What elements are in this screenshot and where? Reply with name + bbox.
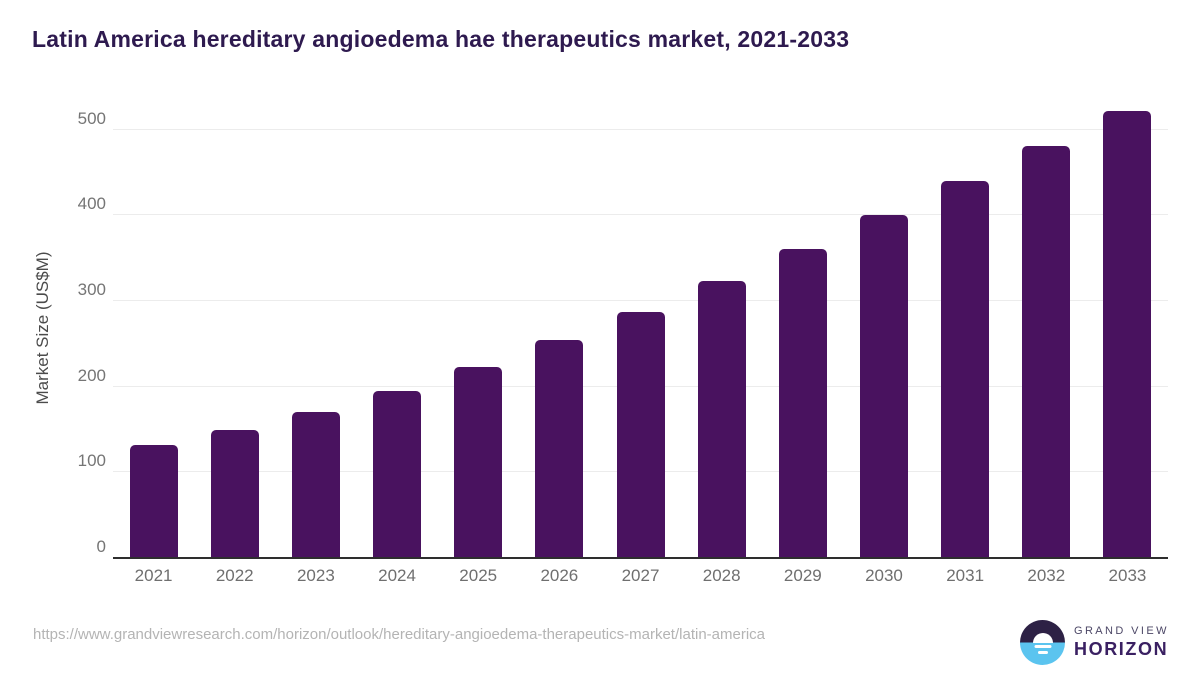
source-url: https://www.grandviewresearch.com/horizo… bbox=[33, 626, 766, 643]
bar-2031[interactable] bbox=[941, 181, 990, 558]
y-axis-title: Market Size (US$M) bbox=[33, 251, 52, 405]
y-tick-label-400: 400 bbox=[77, 194, 106, 214]
x-tick-label-2025: 2025 bbox=[459, 566, 498, 585]
bar-2023[interactable] bbox=[291, 412, 340, 558]
y-tick-label-500: 500 bbox=[77, 108, 106, 128]
bar-2028[interactable] bbox=[697, 281, 746, 558]
x-tick-label-2032: 2032 bbox=[1027, 566, 1066, 585]
bar-slot-2028 bbox=[681, 104, 762, 558]
grand-view-horizon-logo: GRAND VIEW HORIZON bbox=[1020, 620, 1169, 665]
x-tick-label-2026: 2026 bbox=[540, 566, 579, 585]
x-tick-label-2028: 2028 bbox=[702, 566, 741, 585]
logo-product-name: HORIZON bbox=[1074, 639, 1169, 659]
bar-2022[interactable] bbox=[210, 429, 259, 558]
bar-slot-2031 bbox=[925, 104, 1006, 558]
bar-slot-2024 bbox=[356, 104, 437, 558]
y-tick-label-200: 200 bbox=[77, 365, 106, 385]
sun-dome-shape bbox=[1032, 633, 1053, 643]
x-axis-line bbox=[113, 557, 1168, 559]
x-tick-label-2030: 2030 bbox=[865, 566, 903, 585]
bar-slot-2026 bbox=[519, 104, 600, 558]
x-tick-label-2022: 2022 bbox=[215, 566, 254, 585]
bar-2021[interactable] bbox=[129, 444, 178, 558]
x-tick-label-2027: 2027 bbox=[621, 566, 660, 585]
bar-slot-2022 bbox=[194, 104, 275, 558]
bar-slot-2032 bbox=[1006, 104, 1087, 558]
sun-stripe-shape bbox=[1037, 651, 1048, 654]
bar-slot-2023 bbox=[275, 104, 356, 558]
x-tick-label-2021: 2021 bbox=[134, 566, 173, 585]
bar-slot-2021 bbox=[113, 104, 194, 558]
y-tick-label-0: 0 bbox=[96, 537, 106, 556]
sun-stripe-shape bbox=[1034, 645, 1051, 648]
bar-2026[interactable] bbox=[535, 340, 584, 558]
bar-slot-2025 bbox=[438, 104, 519, 558]
bar-2025[interactable] bbox=[454, 366, 503, 558]
x-tick-label-2023: 2023 bbox=[296, 566, 335, 585]
x-tick-label-2029: 2029 bbox=[783, 566, 822, 585]
chart-title: Latin America hereditary angioedema hae … bbox=[32, 26, 850, 52]
bar-2032[interactable] bbox=[1022, 145, 1071, 558]
bar-2029[interactable] bbox=[778, 248, 827, 558]
logo-brand-name: GRAND VIEW bbox=[1074, 625, 1169, 637]
bar-2024[interactable] bbox=[373, 390, 422, 558]
x-tick-label-2024: 2024 bbox=[378, 566, 416, 585]
logo-text: GRAND VIEW HORIZON bbox=[1074, 625, 1169, 660]
y-tick-label-300: 300 bbox=[77, 280, 106, 300]
gridline-300 bbox=[113, 300, 1168, 302]
x-tick-label-2033: 2033 bbox=[1108, 566, 1147, 585]
bar-slot-2033 bbox=[1087, 104, 1168, 558]
bar-2033[interactable] bbox=[1103, 110, 1152, 558]
bar-slot-2027 bbox=[600, 104, 681, 558]
bar-series bbox=[113, 104, 1168, 558]
bar-slot-2029 bbox=[762, 104, 843, 558]
bar-slot-2030 bbox=[843, 104, 924, 558]
plot-area: 0 100 200 300 400 500 bbox=[78, 104, 1168, 559]
bar-2030[interactable] bbox=[859, 215, 908, 558]
bar-2027[interactable] bbox=[616, 312, 665, 558]
y-tick-label-100: 100 bbox=[77, 451, 106, 471]
horizon-sun-icon bbox=[1020, 620, 1065, 665]
x-tick-label-2031: 2031 bbox=[946, 566, 985, 585]
gridline-400 bbox=[113, 214, 1168, 216]
x-axis-labels: 2021 2022 2023 2024 2025 2026 2027 2028 2029 2030… bbox=[113, 566, 1168, 586]
gridline-500 bbox=[113, 128, 1168, 130]
